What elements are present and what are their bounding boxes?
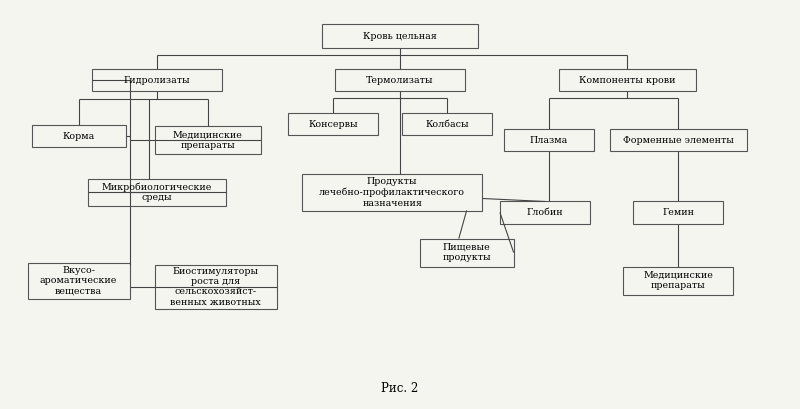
FancyBboxPatch shape: [623, 267, 733, 294]
Text: Микробиологические
среды: Микробиологические среды: [102, 182, 212, 202]
Text: Пищевые
продукты: Пищевые продукты: [442, 243, 491, 262]
Text: Форменные элементы: Форменные элементы: [623, 136, 734, 145]
FancyBboxPatch shape: [88, 180, 226, 205]
Text: Медицинские
препараты: Медицинские препараты: [173, 130, 243, 150]
FancyBboxPatch shape: [558, 69, 696, 91]
Text: Гидролизаты: Гидролизаты: [124, 76, 190, 85]
Text: Компоненты крови: Компоненты крови: [579, 76, 676, 85]
Text: Термолизаты: Термолизаты: [366, 76, 434, 85]
Text: Продукты
лечебно-профилактического
назначения: Продукты лечебно-профилактического назна…: [319, 177, 465, 208]
FancyBboxPatch shape: [27, 263, 130, 299]
FancyBboxPatch shape: [500, 202, 590, 224]
FancyBboxPatch shape: [634, 202, 723, 224]
FancyBboxPatch shape: [335, 69, 465, 91]
FancyBboxPatch shape: [504, 129, 594, 151]
Text: Консервы: Консервы: [309, 120, 358, 129]
Text: Медицинские
препараты: Медицинские препараты: [643, 271, 714, 290]
FancyBboxPatch shape: [155, 126, 261, 155]
FancyBboxPatch shape: [155, 265, 277, 309]
Text: Гемин: Гемин: [662, 208, 694, 217]
FancyBboxPatch shape: [402, 113, 492, 135]
FancyBboxPatch shape: [92, 69, 222, 91]
Text: Биостимуляторы
роста для
сельскохозяйст-
венных животных: Биостимуляторы роста для сельскохозяйст-…: [170, 267, 261, 307]
Text: Кровь цельная: Кровь цельная: [363, 31, 437, 40]
Text: Рис. 2: Рис. 2: [382, 382, 418, 396]
FancyBboxPatch shape: [31, 125, 126, 147]
FancyBboxPatch shape: [288, 113, 378, 135]
FancyBboxPatch shape: [610, 129, 747, 151]
Text: Вкусо-
ароматические
вещества: Вкусо- ароматические вещества: [40, 266, 118, 296]
Text: Глобин: Глобин: [526, 208, 563, 217]
FancyBboxPatch shape: [419, 238, 514, 267]
Text: Корма: Корма: [62, 132, 94, 141]
Text: Колбасы: Колбасы: [426, 120, 469, 129]
FancyBboxPatch shape: [302, 174, 482, 211]
FancyBboxPatch shape: [322, 24, 478, 48]
Text: Плазма: Плазма: [530, 136, 568, 145]
